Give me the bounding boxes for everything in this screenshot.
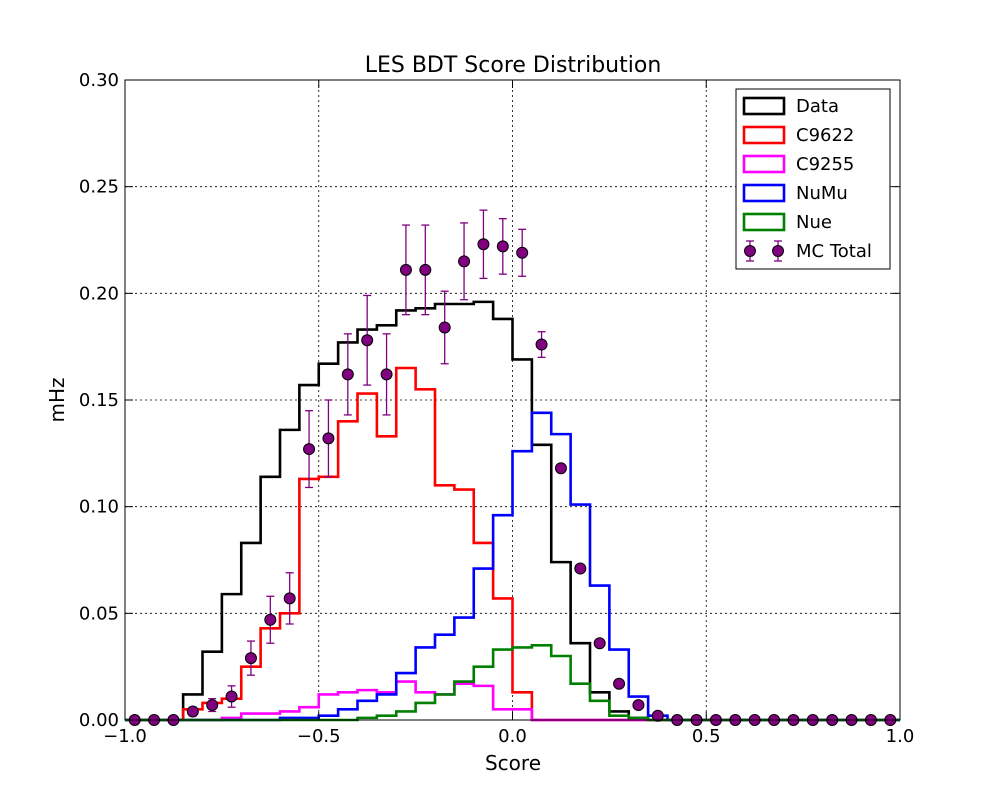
x-tick-label: 1.0 xyxy=(886,726,915,747)
y-tick-label: 0.15 xyxy=(79,390,119,411)
legend-box xyxy=(735,88,891,270)
legend-label-c9255: C9255 xyxy=(796,154,854,175)
legend-swatch-c9622 xyxy=(742,125,786,145)
legend-swatch-numu xyxy=(742,183,786,203)
data-point-mc-total xyxy=(458,255,471,268)
legend-label-numu: NuMu xyxy=(796,183,848,204)
y-tick-label: 0.25 xyxy=(79,177,119,198)
legend-marker-dot xyxy=(772,245,784,257)
legend-label-data: Data xyxy=(796,96,839,117)
data-point-mc-total xyxy=(341,368,354,381)
data-point-mc-total xyxy=(206,699,219,712)
legend-marker-mc-total xyxy=(744,240,784,262)
data-point-mc-total xyxy=(361,334,374,347)
data-point-mc-total xyxy=(535,338,548,351)
data-point-mc-total xyxy=(303,443,316,456)
y-tick-label: 0.20 xyxy=(79,283,119,304)
legend-label-c9622: C9622 xyxy=(796,125,854,146)
data-point-mc-total xyxy=(438,321,451,334)
data-point-mc-total xyxy=(613,677,626,690)
data-point-mc-total xyxy=(593,637,606,650)
axis-ticks: −1.0 −0.5 0.0 0.5 1.0 0.00 0.05 0.10 0.15 0.20 0.2… xyxy=(79,70,914,747)
x-tick-label: 0.0 xyxy=(498,726,527,747)
data-point-mc-total xyxy=(632,699,645,712)
y-tick-label: 0.05 xyxy=(79,603,119,624)
plot-frame xyxy=(124,79,901,721)
chart-title: LES BDT Score Distribution xyxy=(365,53,662,78)
data-point-mc-total xyxy=(516,246,529,259)
data-point-mc-total xyxy=(419,263,432,276)
data-point-mc-total xyxy=(554,462,567,475)
data-point-mc-total xyxy=(283,592,296,605)
y-axis-label: mHz xyxy=(45,377,69,422)
data-point-mc-total xyxy=(574,562,587,575)
data-point-mc-total xyxy=(399,263,412,276)
plot-series xyxy=(125,209,900,726)
legend-swatch-nue xyxy=(742,212,786,232)
data-point-mc-total xyxy=(264,613,277,626)
legend-marker-dot xyxy=(744,245,756,257)
legend-swatch-c9255 xyxy=(742,154,786,174)
x-tick-label: −1.0 xyxy=(103,726,147,747)
data-point-mc-total xyxy=(651,709,664,722)
x-tick-label: 0.5 xyxy=(692,726,721,747)
y-tick-label: 0.10 xyxy=(79,497,119,518)
legend-label-nue: Nue xyxy=(796,212,832,233)
data-point-mc-total xyxy=(496,240,509,253)
legend-swatch-data xyxy=(742,96,786,116)
x-tick-label: −0.5 xyxy=(297,726,341,747)
legend: Data C9622 C9255 NuMu Nue MC Total xyxy=(735,88,891,270)
y-tick-label: 0.00 xyxy=(79,710,119,731)
legend-label-mc-total: MC Total xyxy=(796,241,872,262)
data-point-mc-total xyxy=(380,368,393,381)
data-point-mc-total xyxy=(244,652,257,665)
data-point-mc-total xyxy=(225,690,238,703)
data-point-mc-total xyxy=(322,432,335,445)
data-point-mc-total xyxy=(477,238,490,251)
data-point-mc-total xyxy=(186,705,199,718)
y-tick-label: 0.30 xyxy=(79,70,119,91)
x-axis-label: Score xyxy=(485,751,541,775)
